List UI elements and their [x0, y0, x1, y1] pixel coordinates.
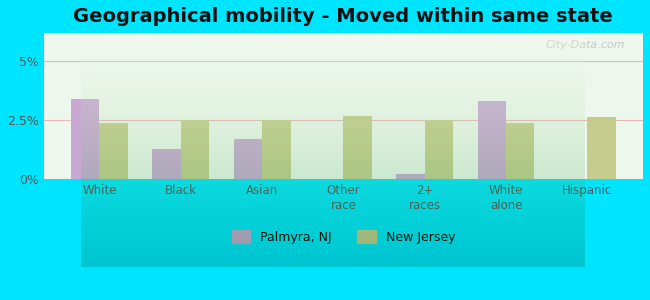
Bar: [233, 139, 262, 179]
Bar: [478, 101, 506, 179]
Title: Geographical mobility - Moved within same state: Geographical mobility - Moved within sam…: [73, 7, 613, 26]
Bar: [588, 117, 616, 179]
Bar: [396, 175, 424, 179]
Bar: [343, 116, 372, 179]
Legend: Palmyra, NJ, New Jersey: Palmyra, NJ, New Jersey: [227, 225, 460, 249]
Bar: [506, 123, 534, 179]
Bar: [181, 120, 209, 179]
Bar: [262, 120, 291, 179]
Bar: [99, 123, 128, 179]
Bar: [424, 120, 453, 179]
Bar: [71, 99, 99, 179]
Bar: [152, 148, 181, 179]
Text: City-Data.com: City-Data.com: [545, 40, 625, 50]
